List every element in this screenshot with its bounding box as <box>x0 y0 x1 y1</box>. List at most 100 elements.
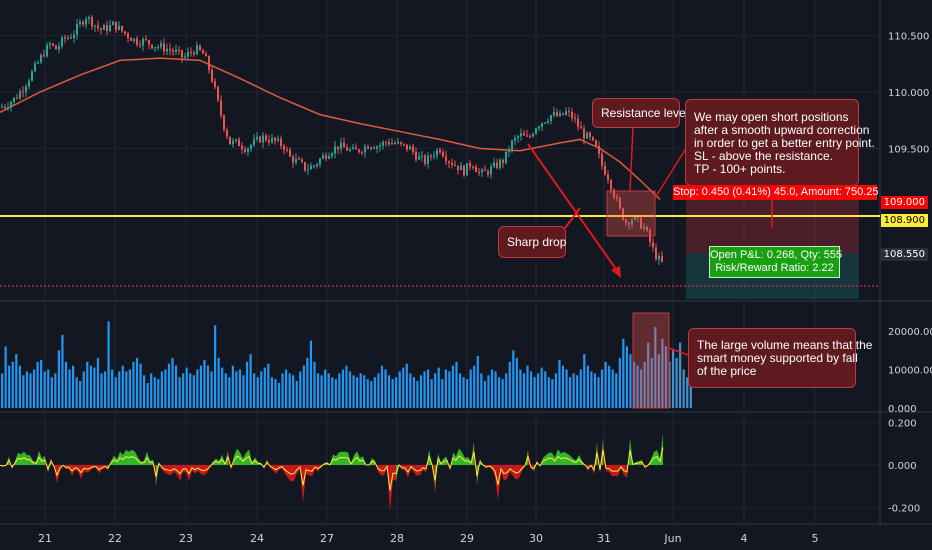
volume-bar <box>107 321 110 408</box>
osc-area <box>519 465 522 478</box>
candle-body <box>313 165 315 167</box>
candle-body <box>199 45 201 51</box>
idea-line: SL - above the resistance. <box>694 149 833 163</box>
osc-area <box>339 451 342 465</box>
oscillator-series <box>0 433 664 512</box>
volume-bar <box>689 384 692 408</box>
stop-label[interactable]: Stop: 0.450 (0.41%) 45.0, Amount: 750.25 <box>673 185 878 200</box>
volume-bar <box>558 359 561 408</box>
volume-bar <box>22 375 25 408</box>
candle-body <box>631 219 633 225</box>
volume-bar <box>590 371 593 408</box>
resistance-label[interactable]: Resistance level <box>592 98 688 128</box>
volume-bar <box>629 354 632 408</box>
candle-body <box>244 149 246 153</box>
candle-body <box>412 146 414 152</box>
osc-area <box>528 449 531 470</box>
volume-bar <box>231 365 234 408</box>
volume-bar <box>561 365 565 408</box>
volume-bar <box>89 365 92 408</box>
x-tick-label: 29 <box>460 532 474 545</box>
osc-area <box>456 448 459 465</box>
candle-body <box>226 129 228 137</box>
idea-pointer <box>654 149 686 199</box>
osc-area <box>501 465 504 481</box>
volume-bar <box>586 365 589 408</box>
volume-bar <box>366 379 369 408</box>
candle-body <box>1 106 3 108</box>
candle-body <box>370 147 372 149</box>
volume-bar <box>650 357 653 408</box>
candle-body <box>592 136 594 141</box>
sharp-drop-label[interactable]: Sharp drop <box>498 226 566 258</box>
candle-body <box>553 112 555 116</box>
idea-note[interactable]: We may open short positions after a smoo… <box>685 99 875 186</box>
candle-body <box>70 37 72 39</box>
candle-body <box>637 216 639 218</box>
idea-line: TP - 100+ points. <box>694 162 786 176</box>
volume-bar <box>434 373 437 408</box>
osc-area <box>657 450 660 465</box>
x-tick-label: 28 <box>390 532 404 545</box>
candle-body <box>43 55 45 57</box>
candle-body <box>10 101 12 108</box>
candle-body <box>607 174 609 181</box>
candle-body <box>460 165 462 171</box>
volume-bar <box>178 377 181 408</box>
volume-bar <box>167 363 171 408</box>
candle-body <box>85 18 87 25</box>
volume-bar <box>15 354 18 408</box>
volume-bar <box>32 369 36 408</box>
volume-bar <box>515 357 518 408</box>
volume-bar <box>686 377 689 408</box>
candle-body <box>613 189 615 198</box>
candle-body <box>274 137 276 141</box>
volume-bar <box>4 346 7 408</box>
candle-body <box>34 63 36 72</box>
volume-bar <box>483 381 486 408</box>
candle-body <box>565 111 567 115</box>
osc-area <box>45 455 48 474</box>
candle-body <box>181 50 183 58</box>
volume-bar <box>498 377 501 408</box>
candle-body <box>175 49 177 52</box>
volume-note[interactable]: The large volume means that the smart mo… <box>688 328 873 388</box>
candle-body <box>340 142 342 150</box>
volume-bar <box>150 373 153 408</box>
candle-body <box>232 140 234 145</box>
volume-bar <box>320 375 323 408</box>
volume-bar <box>547 377 550 408</box>
candle-body <box>259 136 261 143</box>
volume-bar <box>103 371 107 408</box>
volume-bar <box>657 354 660 408</box>
candle-body <box>247 148 249 153</box>
candle-body <box>658 256 660 260</box>
volume-bar <box>253 373 256 408</box>
sharp-drop-arrowhead <box>611 266 621 278</box>
volume-bar <box>206 365 210 408</box>
osc-tick-label: -0.200 <box>888 504 920 515</box>
candle-body <box>640 217 642 229</box>
candle-body <box>616 197 618 199</box>
osc-area <box>393 465 396 481</box>
candle-body <box>421 155 423 157</box>
osc-area <box>234 448 237 465</box>
candle-body <box>394 142 396 144</box>
candle-body <box>223 115 225 130</box>
candle-body <box>322 155 324 159</box>
candle-body <box>415 151 417 160</box>
volume-line: The large volume means that the <box>697 338 873 352</box>
candle-body <box>268 140 270 143</box>
pnl-line2: Risk/Reward Ratio: 2.22 <box>715 262 834 274</box>
stop-price-tag: 109.000 <box>880 196 928 209</box>
candle-body <box>511 140 513 151</box>
candle-body <box>310 165 312 170</box>
volume-bar <box>174 365 178 408</box>
candle-body <box>127 33 129 38</box>
pnl-label[interactable]: Open P&L: 0.268, Qty: 555 Risk/Reward Ra… <box>709 246 842 278</box>
volume-bar <box>494 371 497 408</box>
candle-body <box>604 165 606 175</box>
volume-bar <box>36 361 39 408</box>
osc-tick-label: 0.000 <box>888 461 917 472</box>
